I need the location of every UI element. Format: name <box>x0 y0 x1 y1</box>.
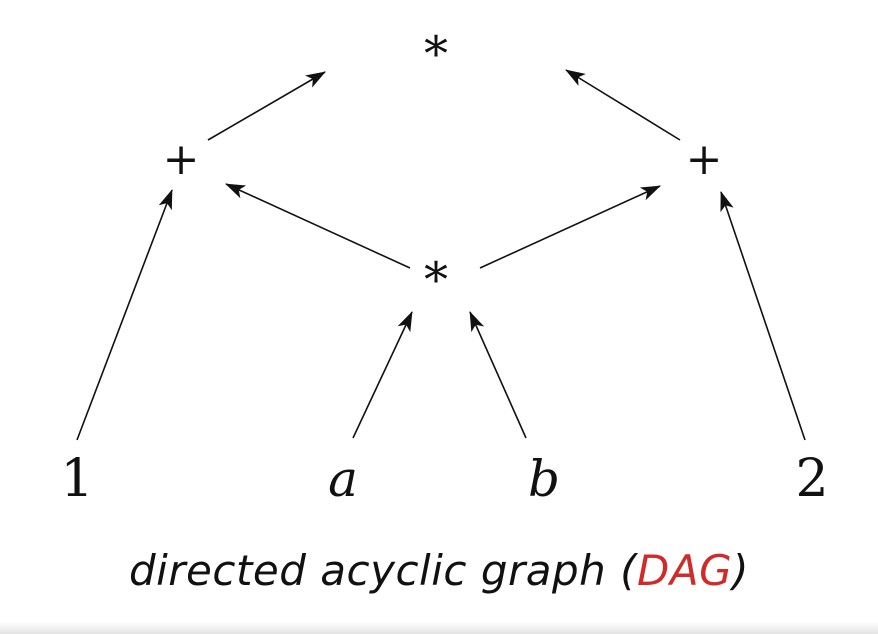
node-leaf-2: 2 <box>795 449 828 509</box>
diagram-caption: directed acyclic graph (DAG) <box>0 546 878 595</box>
edges <box>76 69 806 441</box>
node-leaf-b: b <box>528 450 560 508</box>
node-leaf-1: 1 <box>60 449 93 509</box>
bottom-edge-shadow <box>0 622 878 634</box>
node-middle-multiply: * <box>424 252 448 308</box>
caption-suffix: ) <box>732 546 750 595</box>
nodes: * + + * 1 a b 2 <box>60 26 828 509</box>
node-leaf-a: a <box>328 450 358 508</box>
edge-leaf-b-to-mid-mul <box>469 311 527 439</box>
node-top-multiply: * <box>424 26 448 82</box>
edge-leaf-2-to-right-add <box>720 191 806 441</box>
caption-acronym: DAG <box>637 546 733 595</box>
edge-leaf-1-to-left-add <box>76 189 173 441</box>
node-left-add: + <box>163 134 200 185</box>
caption-prefix: directed acyclic graph ( <box>128 546 638 595</box>
edge-leaf-a-to-mid-mul <box>352 311 413 439</box>
node-right-add: + <box>686 134 723 185</box>
edge-mid-mul-to-right-add <box>479 185 661 269</box>
edge-right-add-to-top-mul <box>565 69 681 141</box>
edge-left-add-to-top-mul <box>207 71 326 141</box>
edge-mid-mul-to-left-add <box>225 183 411 269</box>
